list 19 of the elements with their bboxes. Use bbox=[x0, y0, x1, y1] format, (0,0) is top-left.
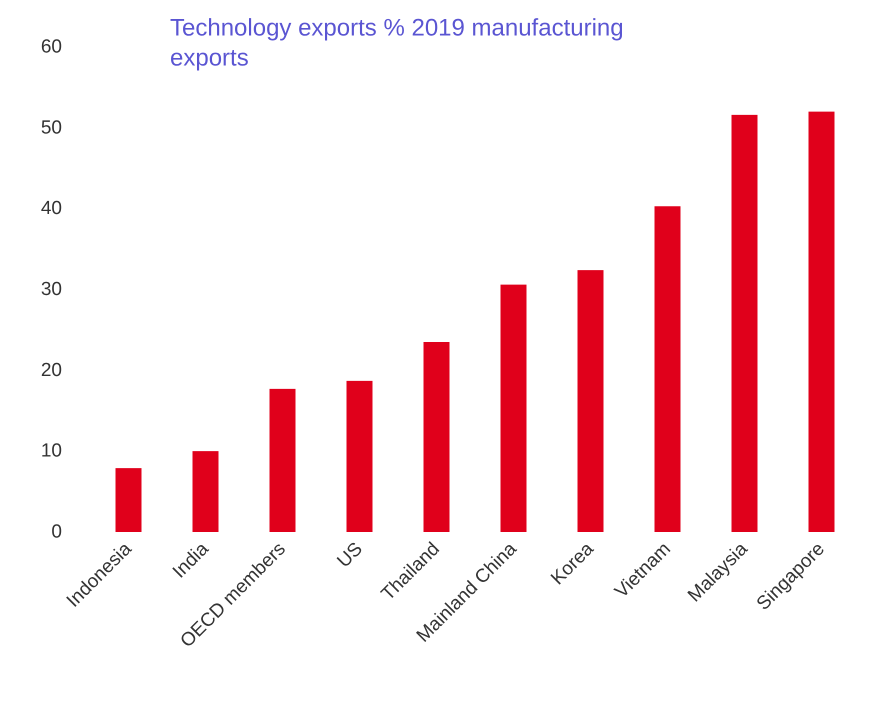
y-tick-label: 50 bbox=[40, 117, 62, 138]
x-tick-label: US bbox=[333, 538, 367, 572]
bar bbox=[808, 112, 834, 532]
y-tick-label: 0 bbox=[51, 522, 62, 542]
bar bbox=[578, 270, 604, 532]
bar bbox=[346, 380, 372, 532]
bar bbox=[192, 451, 218, 532]
y-tick-label: 60 bbox=[40, 36, 62, 58]
bar bbox=[270, 388, 296, 532]
y-tick-label: 10 bbox=[40, 440, 62, 462]
bar bbox=[654, 206, 680, 532]
bar bbox=[116, 468, 142, 532]
bar bbox=[500, 284, 526, 532]
y-tick-label: 20 bbox=[40, 360, 62, 381]
bar bbox=[424, 342, 450, 532]
y-tick-label: 30 bbox=[40, 279, 62, 300]
chart-title: Technology exports % 2019 manufacturing exports bbox=[170, 14, 624, 72]
y-tick-label: 40 bbox=[40, 198, 62, 220]
bar bbox=[732, 114, 758, 532]
